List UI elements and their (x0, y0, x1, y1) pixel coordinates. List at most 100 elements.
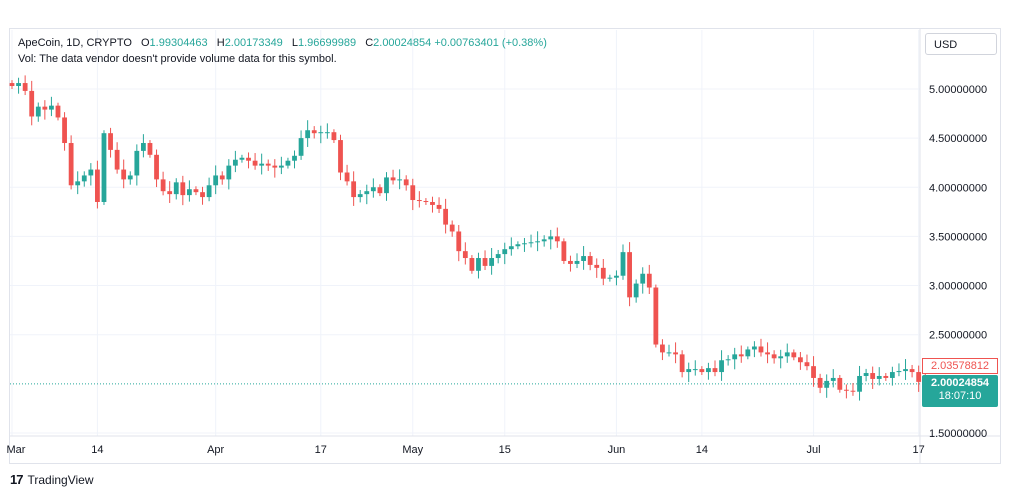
low-value: 1.96699989 (298, 37, 357, 49)
chart-frame[interactable] (9, 28, 1001, 464)
volume-note: Vol: The data vendor doesn't provide vol… (18, 53, 337, 65)
last-price-tag: 2.00024854 18:07:10 (922, 375, 998, 407)
candle-body (88, 169, 94, 176)
candle-body (436, 204, 442, 209)
candle-body (213, 175, 219, 186)
candle-body (377, 187, 383, 194)
candle-body (278, 165, 284, 168)
bar-countdown: 18:07:10 (938, 390, 982, 402)
x-tick-label: Apr (207, 444, 224, 456)
open-value: 1.99304463 (149, 37, 208, 49)
candle-body (95, 169, 100, 202)
candle-body (738, 354, 744, 357)
candle-body (9, 83, 15, 87)
candle-body (863, 373, 869, 376)
change-value: +0.00763401 (+0.38%) (434, 37, 547, 49)
currency-button[interactable]: USD (925, 33, 997, 55)
candle-body (843, 389, 849, 391)
candle-body (732, 354, 738, 360)
candle-body (824, 380, 830, 388)
candle-body (666, 352, 672, 354)
candle-body (384, 177, 389, 194)
y-tick-label: 2.50000000 (929, 330, 987, 342)
candle-body (554, 236, 560, 242)
candle-body (324, 132, 330, 134)
candle-body (706, 368, 711, 373)
candle-body (627, 252, 632, 298)
candle-body (167, 191, 173, 195)
candle-body (141, 143, 146, 151)
candle-body (620, 252, 626, 276)
candle-body (272, 165, 278, 168)
candle-body (22, 83, 28, 91)
candle-body (817, 377, 823, 388)
low-label: L (291, 37, 298, 49)
candle-body (154, 154, 159, 180)
candle-body (850, 390, 856, 392)
candle-body (876, 375, 882, 379)
last-price-value: 2.00024854 (930, 377, 990, 389)
y-tick-label: 4.50000000 (929, 133, 987, 145)
candle-body (916, 372, 922, 382)
high-price-tag: 2.03578812 (922, 358, 998, 374)
candle-body (311, 130, 317, 134)
candle-body (528, 242, 534, 244)
candle-body (259, 163, 265, 166)
x-tick-label: 15 (499, 444, 511, 456)
candle-body (357, 194, 363, 198)
candle-body (469, 258, 475, 271)
candle-body (719, 360, 724, 373)
candle-body (660, 344, 665, 353)
candle-body (502, 249, 508, 255)
candle-body (889, 372, 895, 378)
candle-body (410, 185, 416, 201)
candle-body (81, 175, 87, 182)
close-label: C (365, 37, 374, 49)
x-tick-label: 17 (315, 444, 327, 456)
candle-body (489, 258, 495, 266)
candle-body (206, 185, 212, 198)
candle-body (193, 189, 199, 193)
candle-body (686, 369, 692, 373)
x-tick-label: Jul (807, 444, 821, 456)
candle-body (798, 357, 803, 363)
candle-body (331, 132, 337, 141)
candle-body (568, 260, 573, 264)
high-label: H (216, 37, 225, 49)
candle-body (160, 179, 166, 192)
candle-body (495, 254, 501, 259)
candle-body (101, 133, 107, 202)
candle-body (896, 371, 902, 373)
y-tick-label: 4.00000000 (929, 182, 987, 194)
candle-body (903, 369, 908, 372)
y-tick-label: 3.00000000 (929, 281, 987, 293)
candle-body (397, 179, 403, 181)
candle-body (633, 283, 639, 298)
candle-body (121, 169, 127, 180)
candle-body (581, 256, 586, 261)
candle-body (147, 143, 153, 155)
tradingview-logo-icon: 17 (10, 472, 24, 487)
candle-body (114, 149, 120, 170)
candle-body (134, 150, 140, 176)
candle-body (857, 375, 862, 392)
open-label: O (140, 37, 150, 49)
candle-body (515, 244, 521, 247)
symbol-legend: ApeCoin, 1D, CRYPTO O1.99304463 H2.00173… (18, 37, 547, 49)
candle-body (804, 362, 810, 367)
candle-body (351, 181, 357, 198)
candle-body (784, 352, 790, 357)
high-value: 2.00173349 (224, 37, 283, 49)
y-tick-label: 5.00000000 (929, 84, 987, 96)
candle-body (252, 160, 258, 166)
candle-body (673, 352, 678, 355)
y-tick-label: 1.50000000 (929, 428, 987, 440)
candle-body (127, 175, 133, 180)
x-tick-label: Mar (7, 444, 26, 456)
candle-body (68, 143, 74, 186)
candle-body (909, 369, 915, 373)
candle-body (246, 157, 251, 161)
tradingview-brand[interactable]: 17 TradingView (10, 472, 94, 487)
x-tick-label: 14 (696, 444, 708, 456)
